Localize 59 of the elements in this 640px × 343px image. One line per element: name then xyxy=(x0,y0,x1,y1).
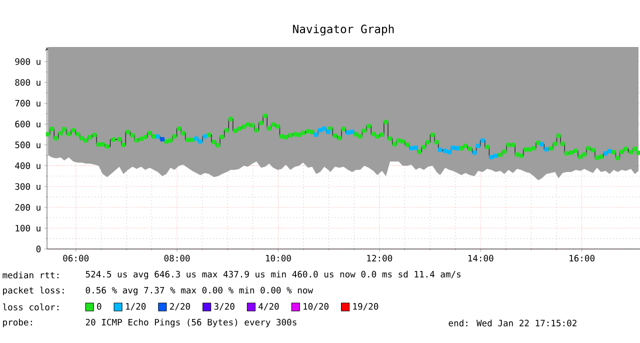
y-tick-label: 100 u xyxy=(16,224,40,232)
chart-title: Navigator Graph xyxy=(293,24,394,36)
point xyxy=(198,139,202,144)
point xyxy=(318,128,322,132)
point xyxy=(472,150,477,155)
y-tick-label: 800 u xyxy=(15,79,40,86)
point xyxy=(314,132,318,137)
text: end: Wed Jan 22 17:15:02 xyxy=(448,320,576,326)
point xyxy=(607,148,612,154)
legend-label: 1/20 xyxy=(126,303,146,310)
point xyxy=(489,155,494,160)
point xyxy=(603,151,608,156)
point xyxy=(438,148,442,152)
point xyxy=(544,147,549,152)
y-tick-label: 700 u xyxy=(15,100,40,107)
x-tick-label: 10:00 xyxy=(266,254,291,262)
legend-label: 10/20 xyxy=(304,303,328,310)
text: 20 ICMP Echo Pings (56 Bytes) every 300s xyxy=(86,318,296,328)
point xyxy=(480,138,485,143)
text: packet loss: xyxy=(3,286,64,296)
point xyxy=(346,130,350,135)
point xyxy=(322,126,326,131)
legend-label: 3/20 xyxy=(214,303,234,310)
text: 524.5 us avg 646.3 us max 437.9 us min 460.0 us now 0.0 ms sd 11.4 am/s xyxy=(86,270,461,280)
point xyxy=(202,134,208,138)
legend-title: loss color: xyxy=(2,304,58,310)
point xyxy=(160,137,165,142)
legend-label: 0 xyxy=(97,303,102,310)
legend-label: 2/20 xyxy=(170,303,190,310)
y-tick-label: 400 u xyxy=(15,162,40,170)
text: 0.56 % avg 7.37 % max 0.00 % min 0.00 % now xyxy=(86,286,314,296)
point xyxy=(194,136,198,141)
point xyxy=(540,142,544,146)
x-tick-label: 12:00 xyxy=(367,254,392,262)
point xyxy=(414,146,418,150)
y-tick-label: 600 u xyxy=(15,120,40,128)
point xyxy=(326,130,330,134)
point xyxy=(409,146,414,150)
point xyxy=(156,134,160,139)
point xyxy=(476,144,480,148)
x-tick-label: 16:00 xyxy=(570,254,594,262)
legend-label: 19/20 xyxy=(353,303,378,310)
point xyxy=(447,150,452,154)
point xyxy=(450,146,455,150)
text: probe: xyxy=(3,318,32,328)
x-tick-label: 08:00 xyxy=(164,254,190,262)
point xyxy=(443,148,448,154)
y-tick-label: 900 u xyxy=(15,58,40,65)
y-tick-label: 200 u xyxy=(15,204,40,211)
legend-label: 4/20 xyxy=(258,303,279,310)
y-tick-label: 0 xyxy=(36,246,41,252)
text: median rtt: xyxy=(2,272,58,278)
point xyxy=(455,146,460,150)
point xyxy=(350,130,354,134)
point xyxy=(494,154,498,158)
x-tick-label: 14:00 xyxy=(468,254,494,262)
x-tick-label: 06:00 xyxy=(63,254,89,262)
y-tick-label: 500 u xyxy=(15,142,40,148)
y-tick-label: 300 u xyxy=(15,183,40,190)
